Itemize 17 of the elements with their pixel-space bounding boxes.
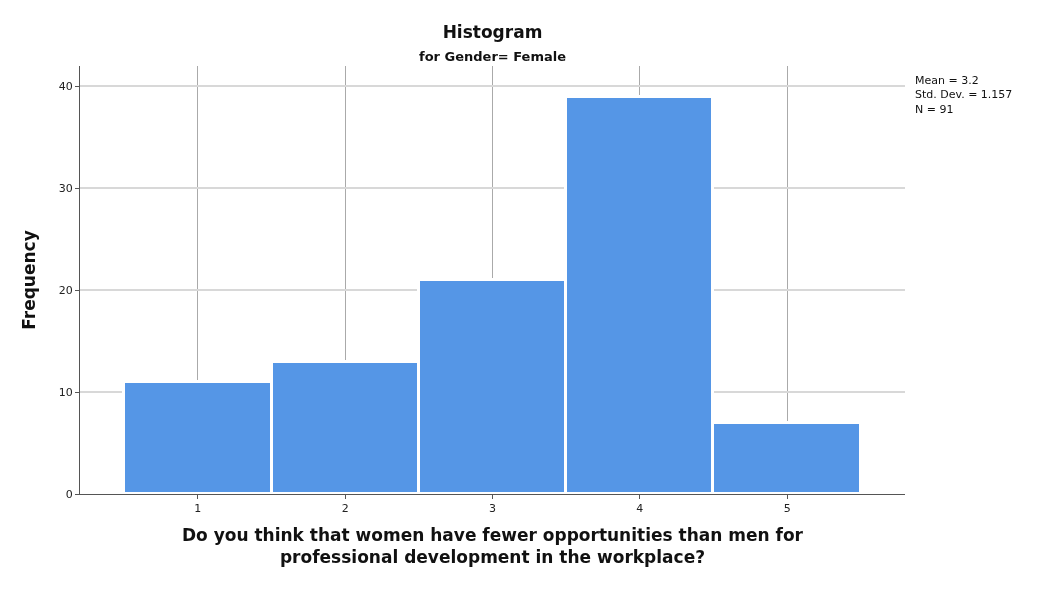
- x-tick-label: 3: [489, 502, 496, 516]
- chart-subtitle: for Gender= Female: [419, 49, 567, 64]
- x-tick-label: 4: [636, 502, 644, 516]
- chart-title: Histogram: [442, 22, 543, 43]
- y-tick-label: 20: [58, 284, 73, 298]
- x-tick-label: 1: [194, 502, 202, 516]
- text: N = 91: [915, 102, 954, 116]
- y-tick-label: 10: [58, 385, 73, 399]
- text: Std. Dev. = 1.157: [915, 88, 1013, 102]
- x-tick-label: 2: [341, 502, 349, 516]
- text: Mean = 3.2: [915, 74, 979, 87]
- x-tick-label: 5: [783, 502, 791, 516]
- y-tick-label: 0: [65, 487, 73, 501]
- y-axis-title: Frequency: [19, 230, 40, 330]
- y-tick-label: 30: [58, 182, 73, 196]
- x-axis-title: Do you think that women have fewer opportunities than men for professional development in the workplace?: [181, 524, 804, 567]
- y-tick-label: 40: [58, 80, 73, 94]
